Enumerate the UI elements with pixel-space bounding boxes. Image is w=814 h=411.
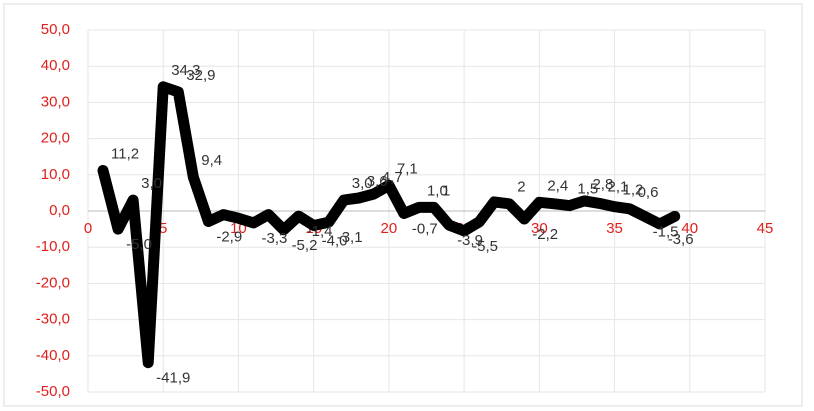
data-label: 3,0 xyxy=(352,175,373,192)
data-label: 3,6 xyxy=(367,173,388,190)
y-tick-label: -30,0 xyxy=(36,311,70,328)
data-label: 2,4 xyxy=(547,177,568,194)
x-tick-label: 5 xyxy=(159,220,167,237)
data-label: 32,9 xyxy=(186,67,215,84)
x-tick-label: 30 xyxy=(531,220,548,237)
line-series xyxy=(97,81,681,369)
x-tick-label: 35 xyxy=(606,220,623,237)
y-tick-label: -10,0 xyxy=(36,238,70,255)
data-label: -2,2 xyxy=(532,226,558,243)
data-label: 2 xyxy=(517,179,525,196)
data-label: 0,6 xyxy=(638,184,659,201)
data-label: 1 xyxy=(442,182,450,199)
data-label: 9,4 xyxy=(201,152,222,169)
x-tick-label: 40 xyxy=(681,220,698,237)
data-label: 11,2 xyxy=(111,145,139,162)
data-label: -0,7 xyxy=(412,221,438,238)
data-label: 1,0 xyxy=(427,182,448,199)
x-tick-label: 0 xyxy=(84,220,92,237)
y-tick-label: 20,0 xyxy=(41,130,70,147)
data-label: 1,5 xyxy=(577,181,598,198)
data-label: -3,9 xyxy=(457,232,483,249)
data-label: 1,2 xyxy=(623,182,644,199)
data-label: -1,4 xyxy=(307,223,333,240)
data-label: -5,5 xyxy=(472,238,498,255)
data-label: -5,0 xyxy=(126,236,152,253)
x-tick-label: 20 xyxy=(381,220,398,237)
x-tick-label: 45 xyxy=(757,220,774,237)
y-tick-label: 10,0 xyxy=(41,166,70,183)
data-label: -41,9 xyxy=(156,370,190,387)
data-label: -2,9 xyxy=(216,228,242,245)
y-tick-label: 30,0 xyxy=(41,93,70,110)
y-tick-label: -20,0 xyxy=(36,274,70,291)
y-tick-label: -50,0 xyxy=(36,383,70,400)
data-label: -5,2 xyxy=(292,237,318,254)
y-tick-label: 50,0 xyxy=(41,21,70,38)
data-label: 4,7 xyxy=(382,169,403,186)
data-label: -1,5 xyxy=(653,223,679,240)
data-label: -4,0 xyxy=(322,232,348,249)
data-label: -3,3 xyxy=(261,230,287,247)
data-label: 7,1 xyxy=(397,160,418,177)
data-label: -3,1 xyxy=(337,229,363,246)
y-tick-label: -40,0 xyxy=(36,347,70,364)
data-label: 3,0 xyxy=(141,175,162,192)
y-tick-label: 0,0 xyxy=(49,202,70,219)
data-label: 2,1 xyxy=(608,178,629,195)
data-label: 2,8 xyxy=(592,176,613,193)
y-tick-label: 40,0 xyxy=(41,57,70,74)
data-label: -3,6 xyxy=(668,231,694,248)
data-label: 34,3 xyxy=(171,62,200,79)
